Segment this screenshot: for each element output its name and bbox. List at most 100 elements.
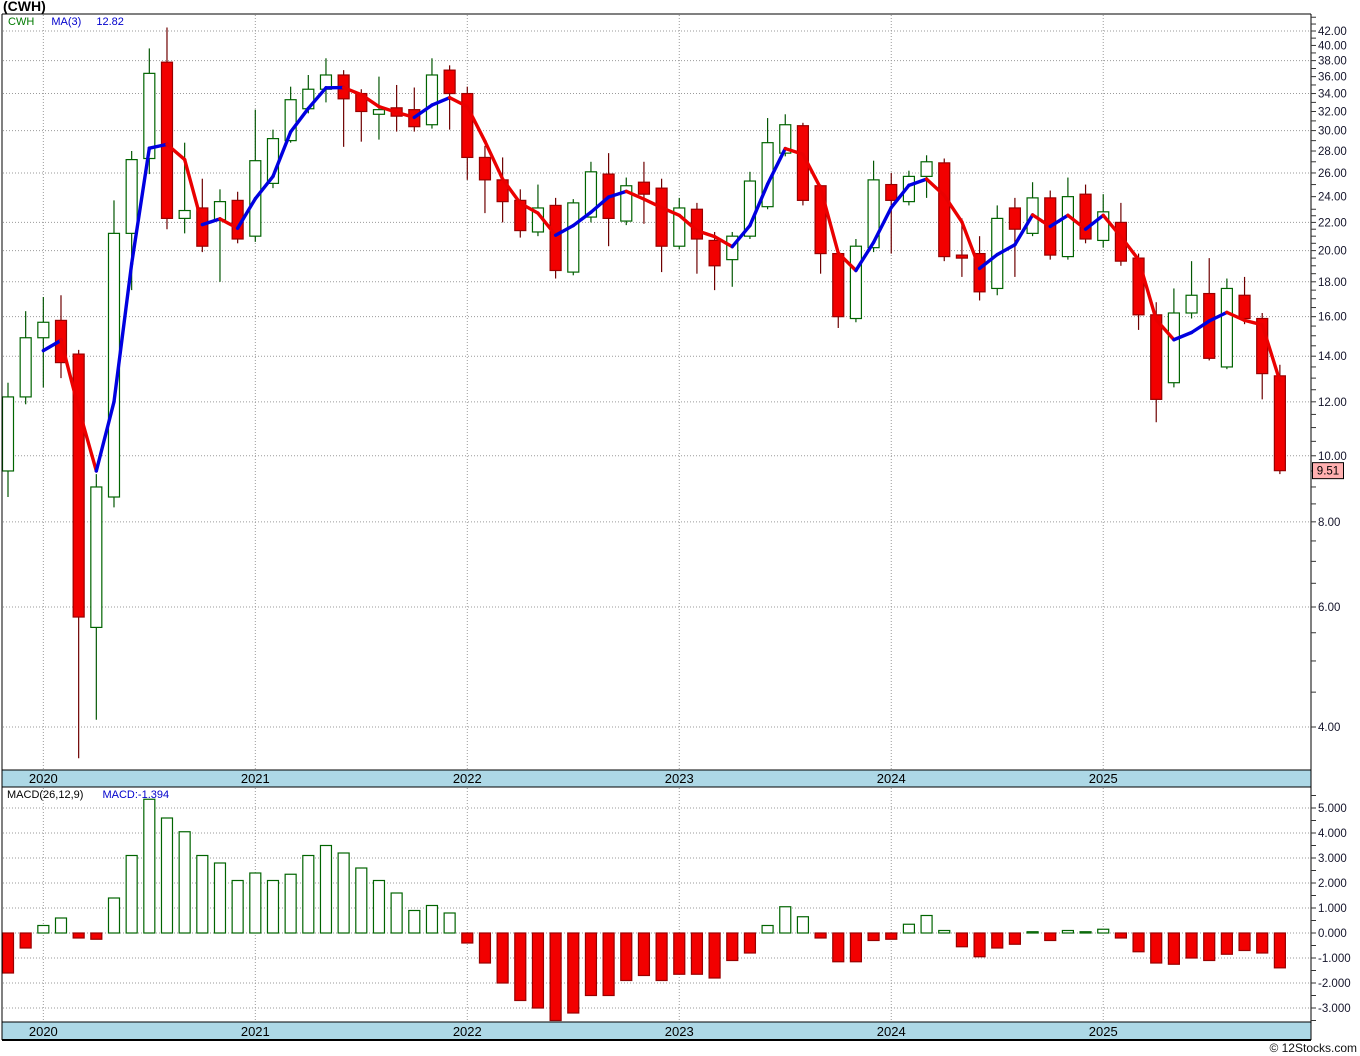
candle-up <box>867 179 880 249</box>
candle-down <box>1273 375 1286 472</box>
macd-bar-negative <box>567 932 580 1014</box>
macd-bar-positive <box>125 854 138 934</box>
ma-line-segment <box>59 338 81 411</box>
ma-line-segment <box>748 182 770 228</box>
ma-line-segment <box>112 262 134 404</box>
macd-bar-positive <box>160 817 174 934</box>
candle-down <box>955 254 969 259</box>
macd-bar-negative <box>690 932 704 975</box>
ma-line-segment <box>977 252 999 271</box>
candle-down <box>461 92 474 159</box>
macd-bar-positive <box>284 873 297 934</box>
macd-bar-negative <box>1044 932 1057 942</box>
macd-bar-positive <box>920 914 933 934</box>
macd-bar-positive <box>1097 928 1110 934</box>
macd-bar-positive <box>355 867 368 934</box>
price-axis-label: 20.00 <box>1318 246 1347 258</box>
macd-bar-negative <box>973 932 986 958</box>
macd-bar-negative <box>584 932 598 997</box>
candle-down <box>690 208 704 240</box>
ma-line-segment <box>359 93 381 109</box>
macd-indicator-label: MACD(26,12,9) <box>7 789 84 801</box>
price-axis-label: 12.00 <box>1318 397 1347 409</box>
macd-bar-positive <box>54 917 68 934</box>
macd-bar-negative <box>832 932 845 963</box>
macd-bar-positive <box>319 844 333 934</box>
macd-bar-negative <box>1 932 15 974</box>
ma-line-segment <box>1225 310 1247 323</box>
date-strip <box>2 1022 1311 1040</box>
candle-up <box>584 171 598 218</box>
ma-line-segment <box>165 142 187 162</box>
ma-line-segment <box>94 400 116 473</box>
ma-line-segment <box>1013 213 1035 247</box>
ma-line-segment <box>659 205 681 218</box>
candle-down <box>478 156 492 181</box>
macd-axis-label: -2.000 <box>1318 978 1351 990</box>
macd-bar-positive <box>902 923 916 934</box>
candle-down <box>160 61 174 219</box>
macd-bar-negative <box>1132 932 1145 953</box>
ma-line-segment <box>606 189 628 199</box>
macd-bar-positive <box>425 904 439 934</box>
macd-bar-positive <box>408 909 421 934</box>
price-axis-label: 22.00 <box>1318 217 1347 229</box>
price-axis-label: 24.00 <box>1318 192 1347 204</box>
candle-down <box>1132 257 1145 316</box>
ma-line-segment <box>288 106 311 134</box>
macd-bar-negative <box>726 932 739 962</box>
price-axis-label: 8.00 <box>1318 517 1340 529</box>
macd-bar-positive <box>796 916 810 934</box>
ma-line-segment <box>1101 213 1123 239</box>
ma-line-segment <box>518 201 540 215</box>
macd-bar-positive <box>231 879 244 934</box>
year-label: 2021 <box>241 771 270 786</box>
ma-line-segment <box>447 95 469 109</box>
ma-line-segment <box>271 130 293 179</box>
macd-axis-label: 3.000 <box>1318 853 1347 865</box>
ma-line-segment <box>147 142 169 150</box>
candle-up <box>125 158 138 234</box>
macd-value-label: MACD:-1.394 <box>102 789 170 801</box>
macd-bar-positive <box>390 892 403 934</box>
price-axis-label: 14.00 <box>1318 351 1347 363</box>
macd-bar-negative <box>531 932 545 1009</box>
candle-down <box>832 252 845 318</box>
macd-bar-positive <box>779 906 792 934</box>
macd-bar-negative <box>19 932 32 949</box>
candle-up <box>902 175 916 203</box>
candle-down <box>72 353 85 618</box>
price-axis-label: 10.00 <box>1318 451 1347 463</box>
ma-line-segment <box>942 193 964 224</box>
year-label: 2023 <box>665 1024 694 1039</box>
macd-bar-negative <box>90 932 103 940</box>
ma-line-segment <box>536 211 558 237</box>
candle-down <box>1238 294 1251 320</box>
ma-line-segment <box>765 146 787 186</box>
macd-bar-negative <box>814 932 827 939</box>
ma-line-segment <box>1242 318 1264 327</box>
candle-up <box>620 185 633 222</box>
year-label: 2020 <box>29 771 58 786</box>
candle-down <box>1079 193 1092 240</box>
candle-up <box>779 124 792 154</box>
ma-line-segment <box>624 189 646 201</box>
price-axis-label: 42.00 <box>1318 26 1347 38</box>
macd-axis-label: -1.000 <box>1318 953 1351 965</box>
macd-bar-negative <box>991 932 1004 949</box>
macd-bar-positive <box>213 862 227 934</box>
ma-line-segment <box>907 177 929 188</box>
ma-line-segment <box>465 104 487 144</box>
macd-bar-positive <box>761 924 774 934</box>
ma-line-segment <box>1030 213 1052 229</box>
price-axis-label: 38.00 <box>1318 56 1347 68</box>
price-axis-label: 34.00 <box>1318 89 1347 101</box>
macd-axis-label: 0.000 <box>1318 928 1347 940</box>
candle-up <box>1185 294 1198 314</box>
macd-bar-positive <box>938 929 951 934</box>
ma-line-segment <box>1136 257 1158 322</box>
price-axis-label: 36.00 <box>1318 72 1347 84</box>
ma-line-segment <box>483 139 505 181</box>
ma-line-segment <box>695 228 717 239</box>
macd-axis-label: 1.000 <box>1318 903 1347 915</box>
